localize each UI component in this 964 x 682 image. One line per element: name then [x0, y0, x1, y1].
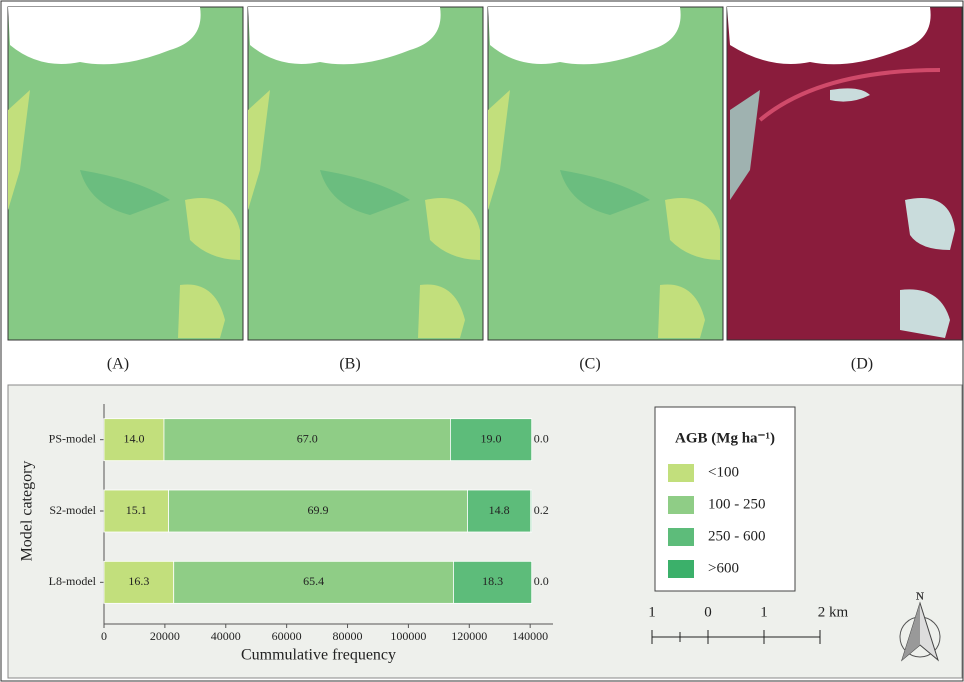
x-tick-label: 20000	[150, 629, 180, 643]
north-label: N	[916, 591, 924, 603]
panel-label: (C)	[579, 356, 600, 373]
map-a	[8, 7, 243, 340]
legend-label: 250 - 600	[708, 528, 766, 544]
panel-label: (B)	[339, 356, 360, 373]
legend-swatch	[668, 560, 694, 578]
scale-label: 1	[648, 604, 656, 620]
x-tick-label: 100000	[390, 629, 426, 643]
x-tick-label: 80000	[333, 629, 363, 643]
bar-segment	[531, 490, 532, 532]
bar-value-label: 18.3	[482, 574, 503, 588]
scale-label: 0	[704, 604, 712, 620]
x-tick-label: 120000	[451, 629, 487, 643]
map-d	[727, 7, 962, 340]
scale-label: 2 km	[818, 604, 849, 620]
x-tick-label: 0	[101, 629, 107, 643]
y-tick-label: S2-model	[49, 503, 96, 517]
legend-title: AGB (Mg ha⁻¹)	[675, 430, 775, 446]
panel-label: (D)	[851, 356, 873, 373]
panel-label: (A)	[107, 356, 129, 373]
bar-value-label: 0.0	[534, 574, 549, 588]
y-axis-label: Model category	[19, 461, 36, 562]
legend-swatch	[668, 496, 694, 514]
page: (A) (B) (C) (D) AGB (Mg ha⁻¹) 1 0 1 2 km…	[0, 0, 964, 682]
legend-swatch	[668, 528, 694, 546]
x-tick-label: 40000	[211, 629, 241, 643]
bar-value-label: 15.1	[126, 503, 147, 517]
bar-value-label: 19.0	[481, 431, 502, 445]
legend-label: <100	[708, 464, 739, 480]
y-tick-label: L8-model	[49, 574, 97, 588]
bar-value-label: 14.8	[489, 503, 510, 517]
x-tick-label: 140000	[512, 629, 548, 643]
bar-value-label: 14.0	[123, 431, 144, 445]
map-b	[248, 7, 483, 340]
bar-value-label: 0.0	[534, 431, 549, 445]
x-tick-label: 60000	[272, 629, 302, 643]
bar-value-label: 16.3	[128, 574, 149, 588]
scale-label: 1	[760, 604, 768, 620]
y-tick-label: PS-model	[49, 431, 97, 445]
map-c	[488, 7, 723, 340]
legend-swatch	[668, 464, 694, 482]
legend-label: 100 - 250	[708, 496, 766, 512]
bar-value-label: 69.9	[307, 503, 328, 517]
bar-value-label: 65.4	[303, 574, 324, 588]
legend-label: >600	[708, 560, 739, 576]
x-axis-label: Cummulative frequency	[241, 647, 396, 664]
figure: (A) (B) (C) (D) AGB (Mg ha⁻¹) 1 0 1 2 km…	[0, 0, 964, 682]
bar-value-label: 0.2	[534, 503, 549, 517]
bar-value-label: 67.0	[297, 431, 318, 445]
